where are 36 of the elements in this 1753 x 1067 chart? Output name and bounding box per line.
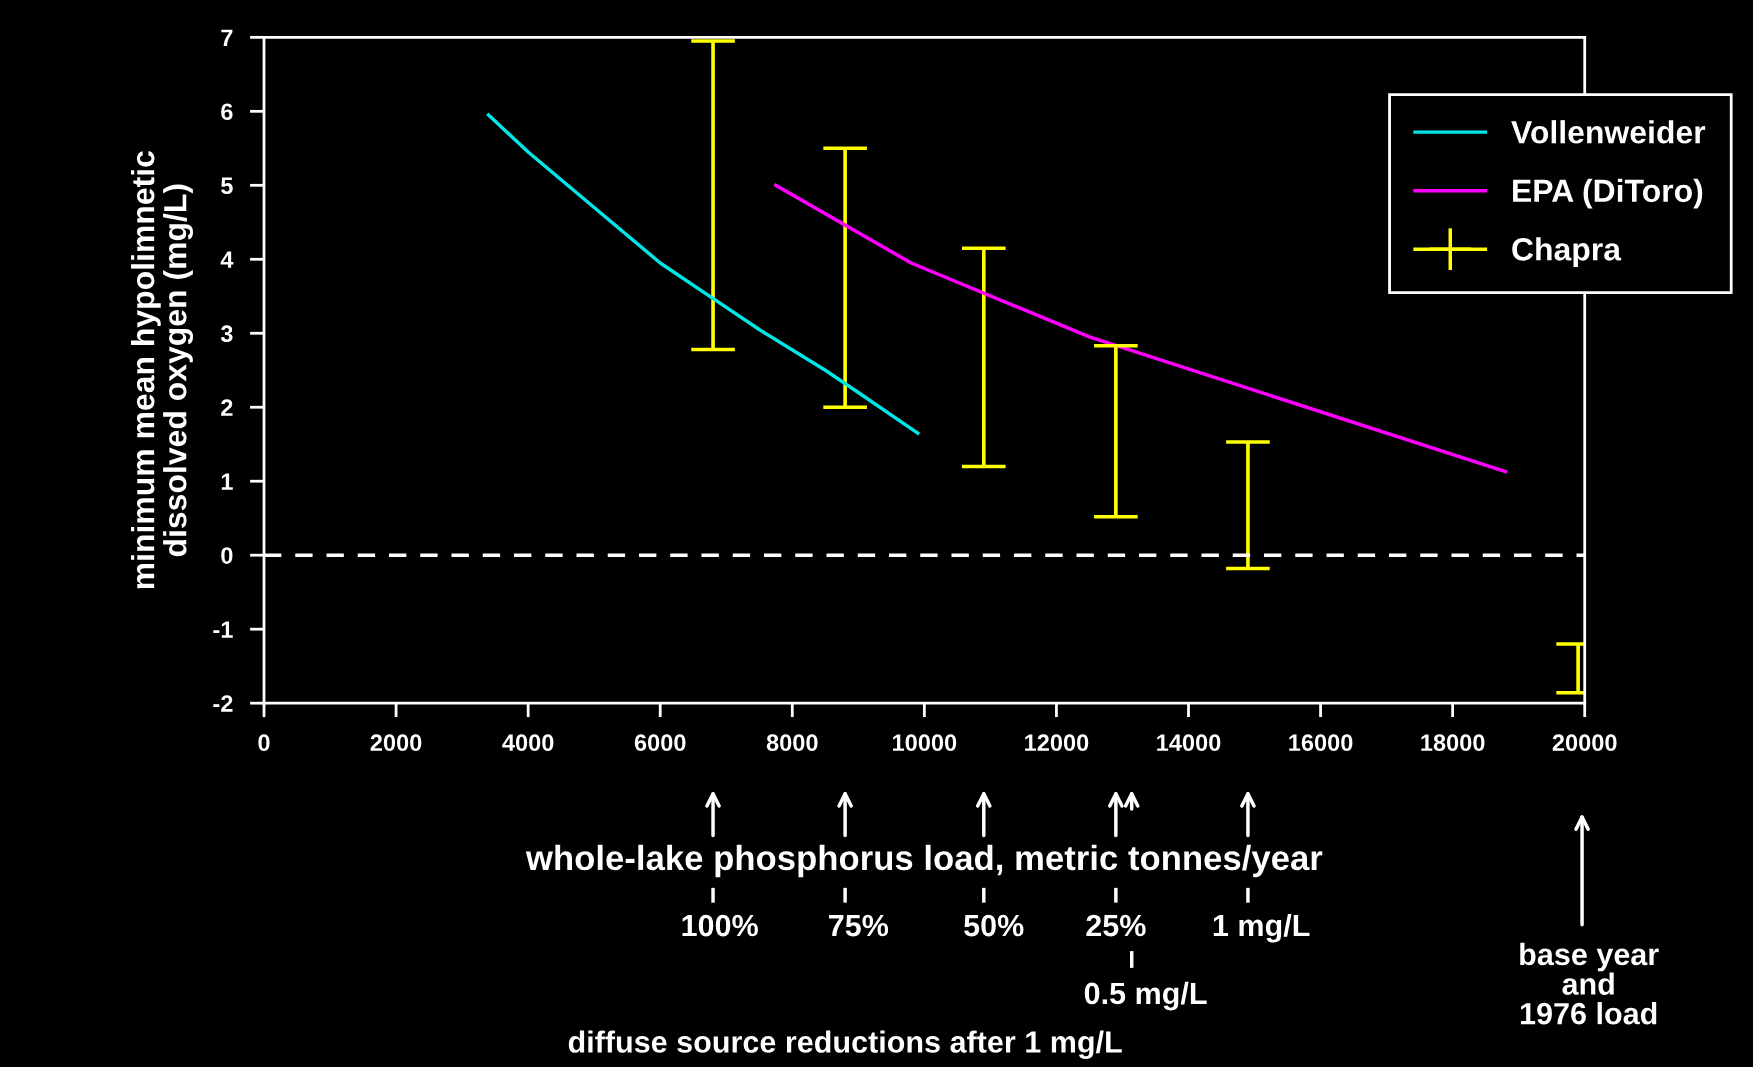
- legend-label: EPA (DiToro): [1513, 178, 1703, 209]
- y-tick-label: -2: [213, 695, 233, 712]
- x-tick-label: 0: [258, 734, 270, 752]
- y-tick-label: 2: [221, 399, 233, 416]
- x-tick-label: 12000: [1025, 734, 1089, 752]
- line-series: [774, 183, 1508, 474]
- y-tick-label: 1: [221, 473, 233, 490]
- annotation: 25%: [1086, 914, 1146, 937]
- annotation: 75%: [829, 914, 889, 937]
- y-tick-label: 7: [221, 29, 233, 46]
- x-axis-title: whole-lake phosphorus load, metric tonnes/year: [525, 844, 1323, 878]
- x-tick-label: 16000: [1289, 734, 1353, 752]
- x-tick-label: 20000: [1552, 734, 1617, 752]
- annotation: 1 mg/L: [1213, 913, 1310, 943]
- legend-label: Chapra: [1512, 237, 1622, 267]
- y-tick-label: 5: [221, 177, 233, 195]
- legend-label: Vollenweider: [1511, 120, 1706, 144]
- annotation: 100%: [682, 914, 758, 937]
- text: diffuse source reductions after 1 mg/L: [568, 1030, 1122, 1060]
- x-tick-label: 10000: [893, 734, 957, 752]
- y-tick-label: 6: [221, 103, 233, 121]
- y-axis-title: minimum mean hypolimnetic dissolved oxygen (mg/L): [131, 151, 194, 589]
- y-tick-label: 3: [220, 325, 233, 343]
- x-tick-label: 14000: [1157, 734, 1221, 752]
- x-tick-label: 4000: [502, 734, 554, 752]
- x-tick-label: 6000: [634, 734, 686, 752]
- x-tick-label: 8000: [766, 734, 818, 752]
- y-tick-label: 0: [221, 547, 233, 564]
- text: base year and 1976 load: [1520, 942, 1659, 1025]
- line-series: [486, 113, 920, 435]
- text: 0.5 mg/L: [1084, 981, 1207, 1011]
- y-tick-label: 4: [220, 251, 234, 268]
- annotation: 50%: [964, 914, 1024, 937]
- y-tick-label: -1: [213, 621, 233, 638]
- x-tick-label: 2000: [370, 734, 422, 752]
- x-tick-label: 18000: [1421, 734, 1485, 752]
